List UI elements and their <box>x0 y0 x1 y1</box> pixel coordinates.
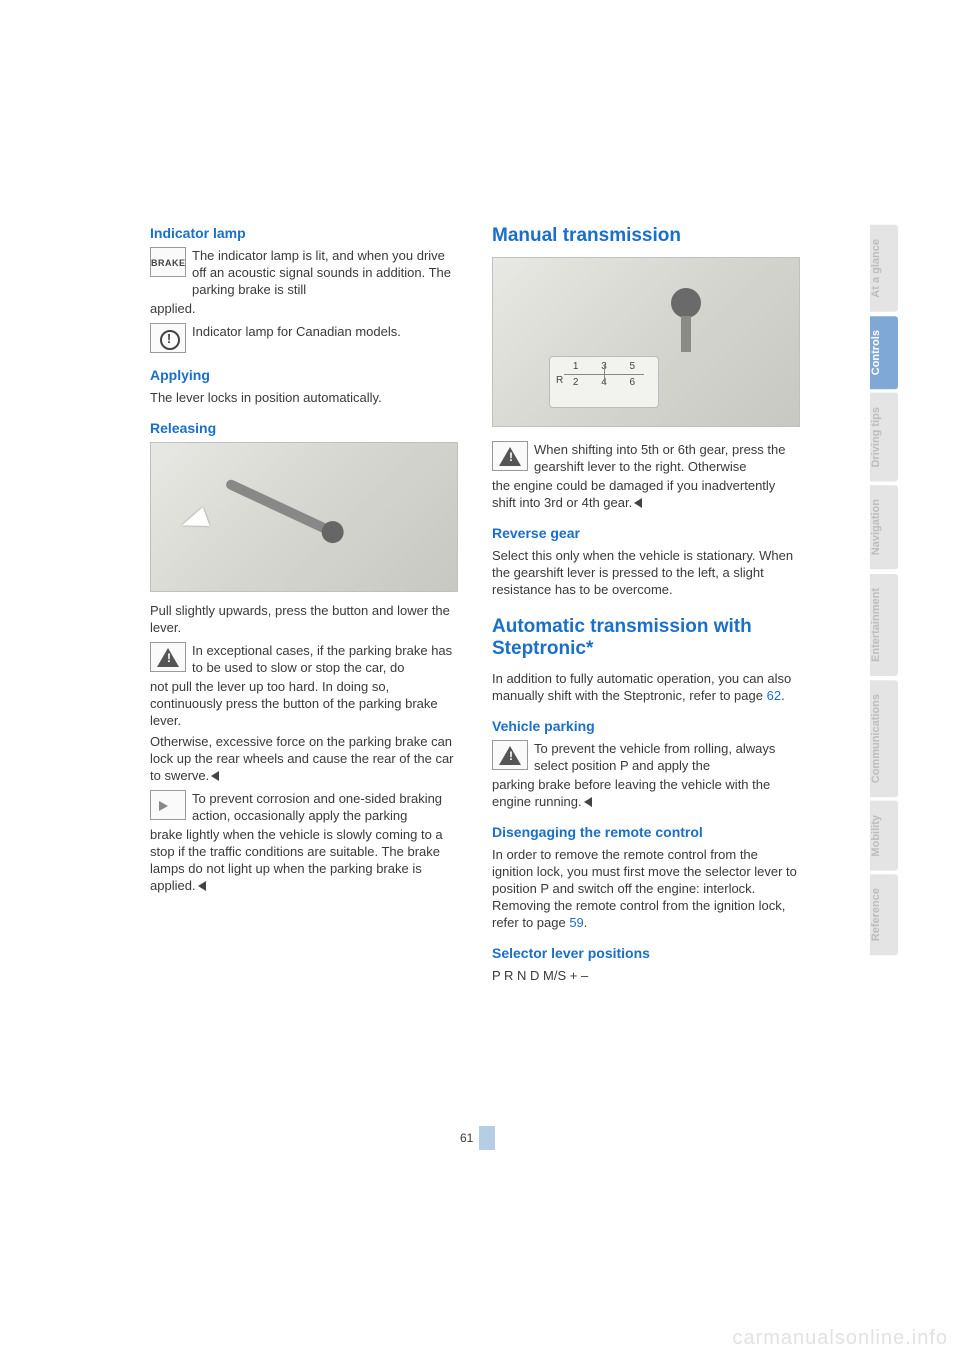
warning-icon <box>150 642 186 672</box>
releasing-warn-row: In exceptional cases, if the parking bra… <box>150 642 458 676</box>
page-number-wrap: 61 <box>460 1126 495 1150</box>
heading-reverse-gear: Reverse gear <box>492 525 800 541</box>
end-marker-icon <box>198 881 206 891</box>
vpark-warn-text: To prevent the vehicle from rolling, alw… <box>534 740 800 774</box>
brake-ca-icon <box>150 323 186 353</box>
auto-text-b: . <box>781 688 785 703</box>
page-link-62[interactable]: 62 <box>767 688 781 703</box>
heading-automatic-transmission: Automatic transmission with Steptronic* <box>492 616 800 660</box>
end-marker-icon <box>584 797 592 807</box>
side-tabs: At a glance Controls Driving tips Naviga… <box>870 225 898 960</box>
releasing-warn-text: In exceptional cases, if the parking bra… <box>192 642 458 676</box>
releasing-p2-text: Otherwise, excessive force on the parkin… <box>150 734 454 783</box>
heading-releasing: Releasing <box>150 420 458 436</box>
diseng-text-a: In order to remove the remote control fr… <box>492 847 797 930</box>
indicator-ca-row: Indicator lamp for Canadian models. <box>150 323 458 353</box>
figure-manual-transmission: 1 3 5 2 4 6 R <box>492 257 800 427</box>
releasing-tip-text: To prevent corrosion and one-sided braki… <box>192 790 458 824</box>
indicator-ca-text: Indicator lamp for Canadian models. <box>192 323 458 340</box>
gearplate-hline <box>564 374 644 375</box>
page-number: 61 <box>460 1131 473 1145</box>
page-number-bar <box>479 1126 495 1150</box>
end-marker-icon <box>634 498 642 508</box>
indicator-row: BRAKE The indicator lamp is lit, and whe… <box>150 247 458 298</box>
left-column: Indicator lamp BRAKE The indicator lamp … <box>150 225 458 988</box>
releasing-warn-cont: not pull the lever up too hard. In doing… <box>150 678 458 729</box>
warning-icon <box>492 441 528 471</box>
vpark-warn-row: To prevent the vehicle from rolling, alw… <box>492 740 800 774</box>
indicator-text: The indicator lamp is lit, and when you … <box>192 247 458 298</box>
heading-disengaging: Disengaging the remote control <box>492 824 800 840</box>
tab-driving-tips[interactable]: Driving tips <box>870 393 898 482</box>
brake-icon: BRAKE <box>150 247 186 277</box>
gearplate-r: R <box>556 375 563 386</box>
tab-mobility[interactable]: Mobility <box>870 801 898 871</box>
releasing-tip-cont-text: brake lightly when the vehicle is slowly… <box>150 827 443 893</box>
heading-selector-lever: Selector lever positions <box>492 945 800 961</box>
diseng-text-b: . <box>584 915 588 930</box>
right-column: Manual transmission 1 3 5 2 4 6 R When s… <box>492 225 800 988</box>
heading-vehicle-parking: Vehicle parking <box>492 718 800 734</box>
tab-reference[interactable]: Reference <box>870 874 898 955</box>
tab-at-a-glance[interactable]: At a glance <box>870 225 898 312</box>
auto-text: In addition to fully automatic operation… <box>492 670 800 704</box>
tab-entertainment[interactable]: Entertainment <box>870 574 898 676</box>
vpark-warn-cont-text: parking brake before leaving the vehicle… <box>492 777 770 809</box>
page: Indicator lamp BRAKE The indicator lamp … <box>0 0 960 1358</box>
figure-lever-shape <box>225 478 338 538</box>
releasing-tip-cont: brake lightly when the vehicle is slowly… <box>150 826 458 894</box>
tab-navigation[interactable]: Navigation <box>870 485 898 569</box>
releasing-p2: Otherwise, excessive force on the parkin… <box>150 733 458 784</box>
end-marker-icon <box>211 771 219 781</box>
vpark-warn-cont: parking brake before leaving the vehicle… <box>492 776 800 810</box>
releasing-tip-row: To prevent corrosion and one-sided braki… <box>150 790 458 824</box>
auto-text-a: In addition to fully automatic operation… <box>492 671 791 703</box>
figure-gearplate: 1 3 5 2 4 6 R <box>549 356 659 408</box>
diseng-text: In order to remove the remote control fr… <box>492 846 800 931</box>
applying-text: The lever locks in position automaticall… <box>150 389 458 406</box>
indicator-text-cont: applied. <box>150 300 458 317</box>
tip-icon <box>150 790 186 820</box>
figure-gearknob-shape <box>671 288 701 318</box>
content-columns: Indicator lamp BRAKE The indicator lamp … <box>150 225 800 988</box>
manual-warn-text: When shifting into 5th or 6th gear, pres… <box>534 441 800 475</box>
manual-warn-row: When shifting into 5th or 6th gear, pres… <box>492 441 800 475</box>
releasing-p1: Pull slightly upwards, press the button … <box>150 602 458 636</box>
warning-icon <box>492 740 528 770</box>
watermark: carmanualsonline.info <box>732 1327 948 1350</box>
tab-communications[interactable]: Communications <box>870 680 898 797</box>
page-link-59[interactable]: 59 <box>569 915 583 930</box>
reverse-text: Select this only when the vehicle is sta… <box>492 547 800 598</box>
tab-controls[interactable]: Controls <box>870 316 898 389</box>
heading-manual-transmission: Manual transmission <box>492 225 800 247</box>
selector-text: P R N D M/S + – <box>492 967 800 984</box>
heading-indicator-lamp: Indicator lamp <box>150 225 458 241</box>
heading-applying: Applying <box>150 367 458 383</box>
manual-warn-cont: the engine could be damaged if you inadv… <box>492 477 800 511</box>
figure-arrow-icon <box>178 507 209 535</box>
figure-releasing <box>150 442 458 592</box>
